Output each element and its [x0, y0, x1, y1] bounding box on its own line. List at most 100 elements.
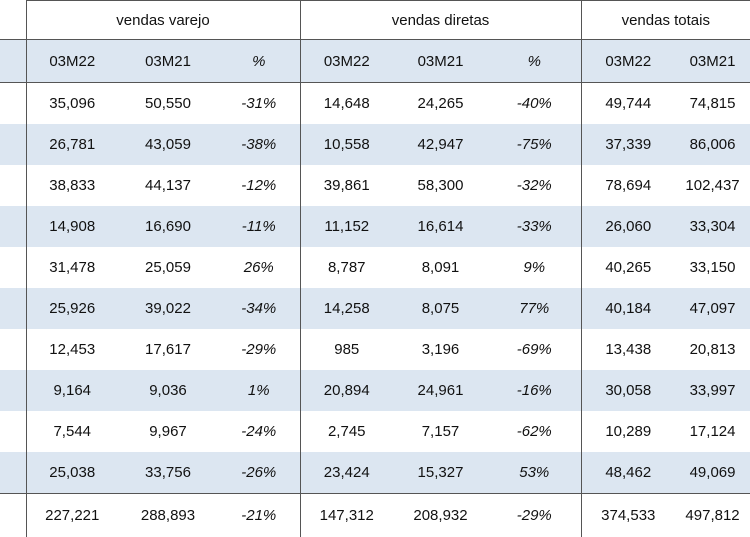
- row-label-cell: [0, 165, 26, 206]
- total-cell: 147,312: [300, 494, 393, 537]
- table-cell: 50,550: [118, 83, 218, 125]
- table-cell: 48,462: [581, 452, 675, 494]
- row-label-cell: [0, 411, 26, 452]
- table-cell: 8,787: [300, 247, 393, 288]
- table-cell: -62%: [488, 411, 581, 452]
- table-cell: -75%: [488, 124, 581, 165]
- table-cell: -31%: [218, 83, 300, 125]
- table-cell: -34%: [218, 288, 300, 329]
- table-cell: 16,690: [118, 206, 218, 247]
- table-cell: 26,781: [26, 124, 118, 165]
- table-cell: 74,815: [675, 83, 750, 125]
- group-header-0: vendas varejo: [26, 1, 300, 40]
- row-label-cell: [0, 1, 26, 40]
- table-cell: 78,694: [581, 165, 675, 206]
- table-cell: 9%: [488, 247, 581, 288]
- table-cell: -40%: [488, 83, 581, 125]
- column-header: 03M21: [393, 40, 488, 83]
- table-cell: 8,091: [393, 247, 488, 288]
- table-cell: 25,926: [26, 288, 118, 329]
- column-header: 03M22: [581, 40, 675, 83]
- table-cell: -69%: [488, 329, 581, 370]
- table-cell: 20,813: [675, 329, 750, 370]
- row-label-cell: [0, 494, 26, 537]
- table-cell: 9,164: [26, 370, 118, 411]
- table-cell: 39,861: [300, 165, 393, 206]
- table-cell: 33,997: [675, 370, 750, 411]
- total-cell: 288,893: [118, 494, 218, 537]
- table-cell: -32%: [488, 165, 581, 206]
- table-cell: 7,157: [393, 411, 488, 452]
- table-cell: 15,327: [393, 452, 488, 494]
- table-cell: 49,069: [675, 452, 750, 494]
- table-cell: 37,339: [581, 124, 675, 165]
- column-header: 03M22: [300, 40, 393, 83]
- row-label-cell: [0, 40, 26, 83]
- table-cell: 33,304: [675, 206, 750, 247]
- table-cell: 42,947: [393, 124, 488, 165]
- table-cell: 40,265: [581, 247, 675, 288]
- table-cell: 9,036: [118, 370, 218, 411]
- row-label-cell: [0, 247, 26, 288]
- column-header: %: [488, 40, 581, 83]
- row-label-cell: [0, 206, 26, 247]
- table-cell: 26%: [218, 247, 300, 288]
- table-cell: 23,424: [300, 452, 393, 494]
- table-cell: 35,096: [26, 83, 118, 125]
- row-label-cell: [0, 452, 26, 494]
- row-label-cell: [0, 329, 26, 370]
- table-cell: 13,438: [581, 329, 675, 370]
- table-cell: -24%: [218, 411, 300, 452]
- table-cell: 47,097: [675, 288, 750, 329]
- table-cell: -29%: [218, 329, 300, 370]
- table-cell: 49,744: [581, 83, 675, 125]
- table-cell: 2,745: [300, 411, 393, 452]
- table-cell: -33%: [488, 206, 581, 247]
- total-cell: -29%: [488, 494, 581, 537]
- table-cell: 10,558: [300, 124, 393, 165]
- table-cell: 7,544: [26, 411, 118, 452]
- group-header-2: vendas totais: [581, 1, 750, 40]
- table-cell: -38%: [218, 124, 300, 165]
- table-cell: 8,075: [393, 288, 488, 329]
- table-cell: 24,265: [393, 83, 488, 125]
- total-cell: 227,221: [26, 494, 118, 537]
- table-cell: 38,833: [26, 165, 118, 206]
- table-cell: 14,908: [26, 206, 118, 247]
- column-header: 03M21: [675, 40, 750, 83]
- table-cell: -11%: [218, 206, 300, 247]
- table-cell: 3,196: [393, 329, 488, 370]
- table-cell: -12%: [218, 165, 300, 206]
- row-label-cell: [0, 288, 26, 329]
- table-cell: 14,648: [300, 83, 393, 125]
- table-cell: 53%: [488, 452, 581, 494]
- table-cell: 43,059: [118, 124, 218, 165]
- total-cell: -21%: [218, 494, 300, 537]
- table-cell: 12,453: [26, 329, 118, 370]
- table-cell: -16%: [488, 370, 581, 411]
- table-cell: 14,258: [300, 288, 393, 329]
- table-cell: 17,617: [118, 329, 218, 370]
- total-cell: 374,533: [581, 494, 675, 537]
- table-cell: 17,124: [675, 411, 750, 452]
- table-cell: 33,756: [118, 452, 218, 494]
- table-cell: 102,437: [675, 165, 750, 206]
- table-cell: 25,059: [118, 247, 218, 288]
- table-cell: 58,300: [393, 165, 488, 206]
- table-cell: 30,058: [581, 370, 675, 411]
- table-cell: 31,478: [26, 247, 118, 288]
- column-header: 03M22: [26, 40, 118, 83]
- table-cell: 24,961: [393, 370, 488, 411]
- total-cell: 497,812: [675, 494, 750, 537]
